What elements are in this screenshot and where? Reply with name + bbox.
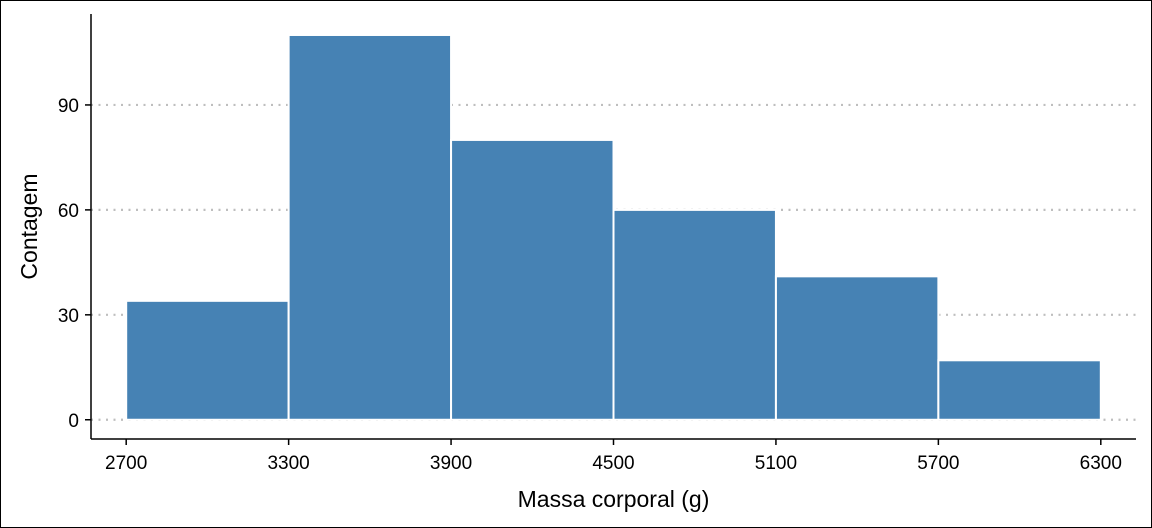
histogram-bar-5 bbox=[774, 275, 940, 421]
x-tick-label-6300: 6300 bbox=[1080, 453, 1122, 474]
y-tick-label-90: 90 bbox=[58, 96, 79, 117]
x-tick-label-5700: 5700 bbox=[917, 453, 959, 474]
y-tick-label-0: 0 bbox=[68, 411, 79, 432]
y-tick-label-60: 60 bbox=[58, 201, 79, 222]
histogram-bar-2 bbox=[287, 33, 453, 421]
x-tick-label-4500: 4500 bbox=[592, 453, 634, 474]
x-axis-title: Massa corporal (g) bbox=[518, 486, 710, 512]
x-tick-label-3300: 3300 bbox=[267, 453, 309, 474]
y-axis-title: Contagem bbox=[16, 173, 42, 279]
y-axis-ticks: 0 30 60 90 bbox=[58, 96, 91, 432]
x-tick-label-3900: 3900 bbox=[430, 453, 472, 474]
histogram-bar-6 bbox=[937, 359, 1102, 421]
histogram-bar-3 bbox=[450, 138, 615, 421]
y-tick-label-30: 30 bbox=[58, 306, 79, 327]
bars bbox=[125, 33, 1102, 421]
x-tick-label-2700: 2700 bbox=[105, 453, 147, 474]
x-tick-label-5100: 5100 bbox=[755, 453, 797, 474]
histogram-bar-1 bbox=[125, 299, 290, 421]
x-axis-ticks: 2700 3300 3900 4500 5100 5700 6300 bbox=[105, 439, 1122, 474]
histogram-bar-4 bbox=[612, 208, 777, 421]
